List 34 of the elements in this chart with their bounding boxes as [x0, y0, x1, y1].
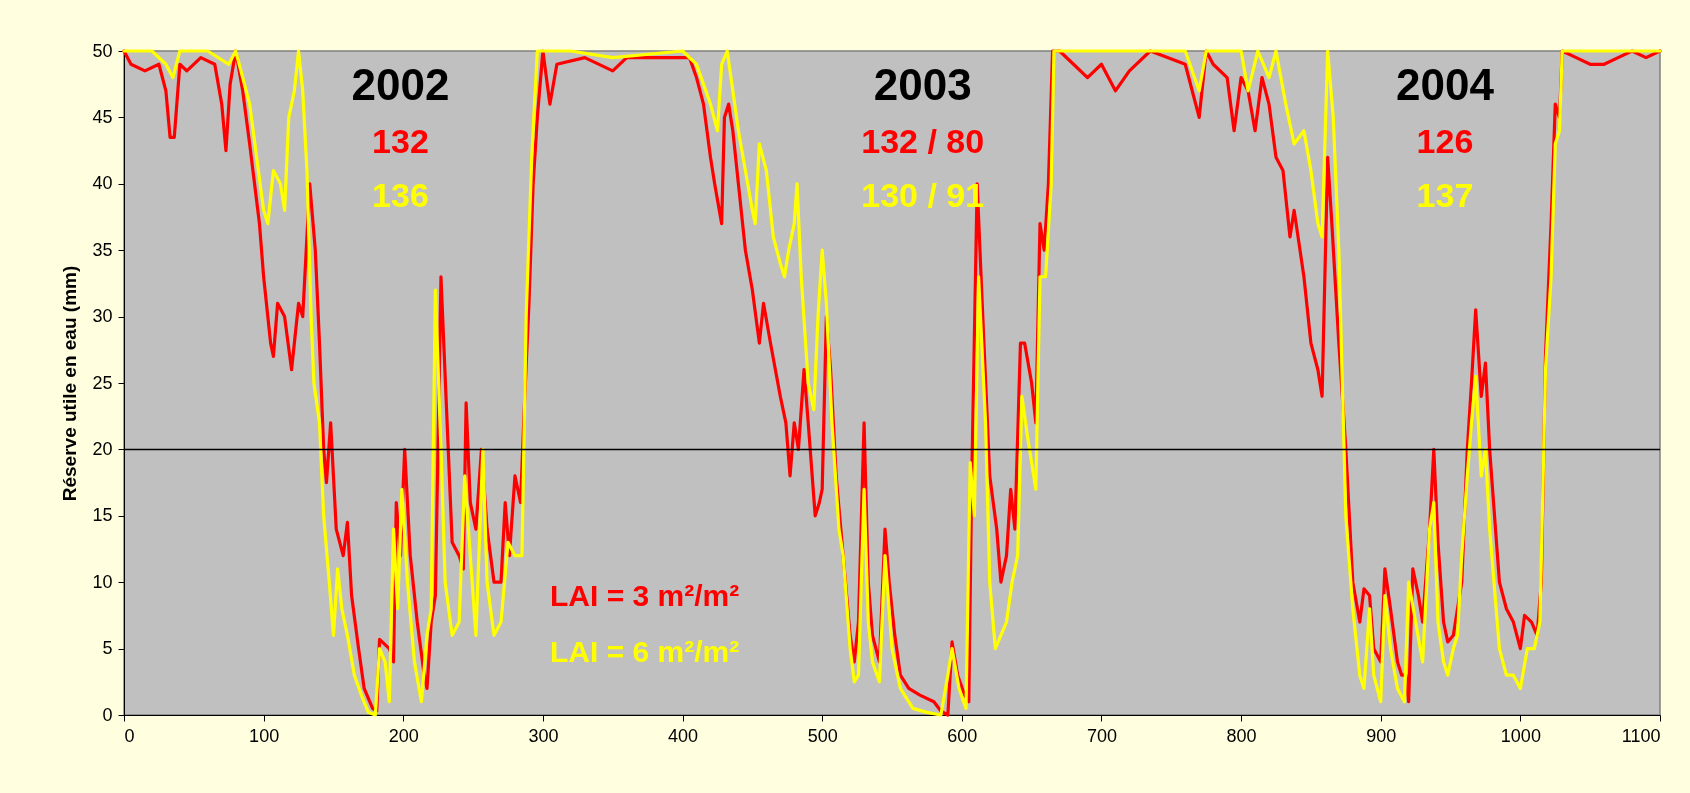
annotation: 132 / 80 — [861, 122, 985, 160]
annotation: 126 — [1416, 122, 1474, 160]
x-tick-label: 1000 — [1500, 725, 1541, 746]
y-tick-label: 10 — [92, 571, 113, 592]
annotation: 136 — [372, 176, 429, 214]
x-tick-label: 400 — [668, 725, 699, 746]
annotation: 2002 — [351, 60, 450, 109]
y-axis-title: Réserve utile en eau (mm) — [59, 265, 81, 502]
x-tick-label: 0 — [124, 725, 135, 746]
annotation: 132 — [372, 122, 429, 160]
y-tick-label: 25 — [92, 372, 113, 393]
x-tick-label: 300 — [528, 725, 559, 746]
y-tick-label: 20 — [92, 438, 113, 459]
x-tick-label: 900 — [1366, 725, 1397, 746]
x-tick-label: 100 — [249, 725, 280, 746]
x-tick-label: 800 — [1226, 725, 1257, 746]
series-label: LAI = 6 m²/m² — [550, 635, 740, 668]
y-tick-label: 30 — [92, 306, 113, 327]
y-tick-label: 40 — [92, 173, 113, 194]
x-tick-label: 1100 — [1621, 725, 1661, 746]
x-tick-label: 500 — [807, 725, 838, 746]
series-label: LAI = 3 m²/m² — [550, 579, 740, 612]
annotation: 2003 — [873, 60, 972, 109]
annotation: 137 — [1416, 176, 1474, 214]
annotation: 2004 — [1396, 60, 1495, 109]
y-tick-label: 0 — [102, 704, 113, 725]
x-tick-label: 700 — [1086, 725, 1117, 746]
y-tick-label: 15 — [92, 505, 113, 526]
y-tick-label: 50 — [92, 40, 113, 61]
x-tick-label: 200 — [388, 725, 419, 746]
y-tick-label: 45 — [92, 106, 113, 127]
y-tick-label: 35 — [92, 239, 113, 260]
y-tick-label: 5 — [102, 638, 113, 659]
x-tick-label: 600 — [947, 725, 978, 746]
